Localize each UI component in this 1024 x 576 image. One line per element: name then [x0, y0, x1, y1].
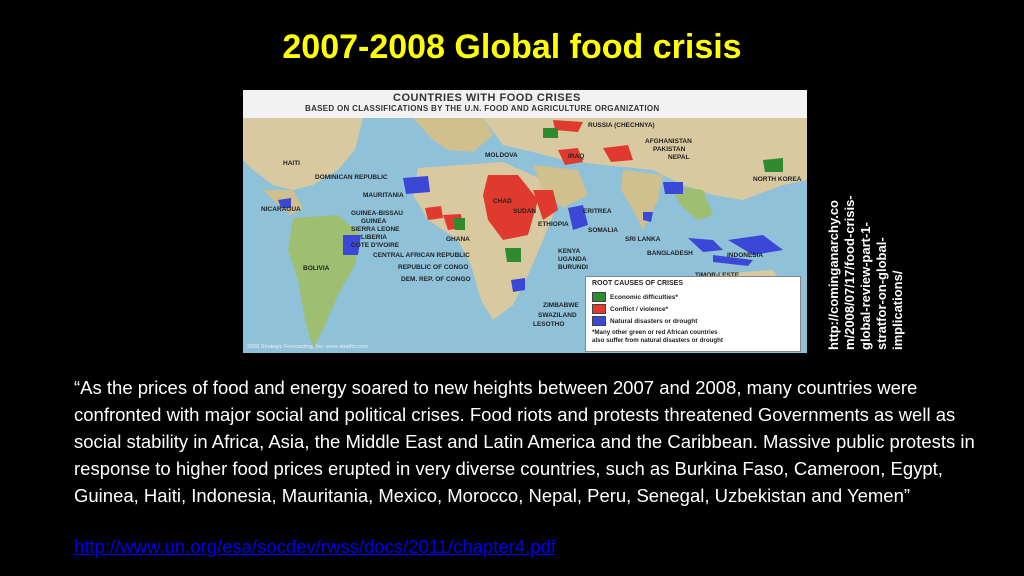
- legend-note-line2: also suffer from natural disasters or dr…: [592, 337, 723, 344]
- label-dem-rep-congo: DEM. REP. OF CONGO: [401, 276, 471, 283]
- side-url-line-2: m/2008/07/17/food-crisis-: [842, 195, 857, 350]
- label-cote-divoire: COTE D'IVOIRE: [351, 242, 400, 249]
- label-sri-lanka: SRI LANKA: [625, 236, 661, 243]
- label-chad: CHAD: [493, 198, 512, 205]
- legend-label-conflict: Conflict / violence*: [610, 305, 669, 313]
- label-somalia: SOMALIA: [588, 227, 618, 234]
- world-map-graphic: [243, 90, 807, 353]
- map-credit: 2008 Strategic Forecasting, Inc. www.str…: [247, 344, 369, 350]
- label-bolivia: BOLIVIA: [303, 265, 330, 272]
- label-moldova: MOLDOVA: [485, 152, 518, 159]
- label-indonesia: INDONESIA: [727, 252, 764, 259]
- label-central-african-republic: CENTRAL AFRICAN REPUBLIC: [373, 252, 470, 259]
- legend-item-economic: Economic difficulties*: [592, 292, 678, 302]
- side-url: http://cominganarchy.co m/2008/07/17/foo…: [826, 160, 922, 350]
- label-nepal: NEPAL: [668, 154, 690, 161]
- legend-note: *Many other green or red African countri…: [592, 329, 723, 345]
- label-burundi: BURUNDI: [558, 264, 588, 271]
- label-russia: RUSSIA (CHECHNYA): [588, 122, 655, 129]
- label-republic-of-congo: REPUBLIC OF CONGO: [398, 264, 469, 271]
- label-lesotho: LESOTHO: [533, 321, 565, 328]
- legend-swatch-red: [592, 304, 606, 314]
- legend-note-line1: *Many other green or red African countri…: [592, 329, 718, 336]
- label-uganda: UGANDA: [558, 256, 587, 263]
- label-bangladesh: BANGLADESH: [647, 250, 693, 257]
- legend-swatch-blue: [592, 316, 606, 326]
- map-legend: ROOT CAUSES OF CRISES Economic difficult…: [585, 276, 801, 352]
- label-timor-leste: TIMOR-LESTE: [695, 272, 739, 279]
- label-liberia: LIBERIA: [361, 234, 387, 241]
- label-north-korea: NORTH KOREA: [753, 176, 802, 183]
- label-sierra-leone: SIERRA LEONE: [351, 226, 400, 233]
- label-kenya: KENYA: [558, 248, 581, 255]
- side-url-line-4: stratfor-on-global-: [874, 237, 889, 350]
- legend-swatch-green: [592, 292, 606, 302]
- legend-title: ROOT CAUSES OF CRISES: [592, 280, 684, 287]
- map-header: COUNTRIES WITH FOOD CRISES BASED ON CLAS…: [243, 90, 807, 118]
- legend-label-economic: Economic difficulties*: [610, 293, 678, 301]
- label-ghana: GHANA: [446, 236, 470, 243]
- label-ethiopia: ETHIOPIA: [538, 221, 569, 228]
- legend-label-natural: Natural disasters or drought: [610, 317, 698, 325]
- label-swaziland: SWAZILAND: [538, 312, 577, 319]
- slide-title: 2007-2008 Global food crisis: [282, 28, 742, 66]
- source-link[interactable]: http://www.un.org/esa/socdev/rwss/docs/2…: [74, 536, 556, 557]
- label-dominican: DOMINICAN REPUBLIC: [315, 174, 388, 181]
- label-haiti: HAITI: [283, 160, 300, 167]
- label-mauritania: MAURITANIA: [363, 192, 404, 199]
- side-url-line-5: implications/: [890, 270, 905, 350]
- legend-item-natural: Natural disasters or drought: [592, 316, 697, 326]
- quote-paragraph: “As the prices of food and energy soared…: [74, 377, 975, 506]
- label-zimbabwe: ZIMBABWE: [543, 302, 579, 309]
- label-iraq: IRAQ: [568, 153, 585, 160]
- side-url-line-3: global-review-part-1-: [858, 222, 873, 350]
- map-subtitle: BASED ON CLASSIFICATIONS BY THE U.N. FOO…: [305, 104, 660, 113]
- food-crisis-map: COUNTRIES WITH FOOD CRISES BASED ON CLAS…: [243, 90, 807, 353]
- side-url-line-1: http://cominganarchy.co: [826, 200, 841, 350]
- label-eritrea: ERITREA: [583, 208, 612, 215]
- label-afghanistan: AFGHANISTAN: [645, 138, 692, 145]
- label-guinea: GUINEA: [361, 218, 387, 225]
- label-sudan: SUDAN: [513, 208, 537, 215]
- map-title: COUNTRIES WITH FOOD CRISES: [393, 92, 581, 104]
- label-pakistan: PAKISTAN: [653, 146, 686, 153]
- label-guinea-bissau: GUINEA-BISSAU: [351, 210, 404, 217]
- legend-item-conflict: Conflict / violence*: [592, 304, 668, 314]
- label-nicaragua: NICARAGUA: [261, 206, 301, 213]
